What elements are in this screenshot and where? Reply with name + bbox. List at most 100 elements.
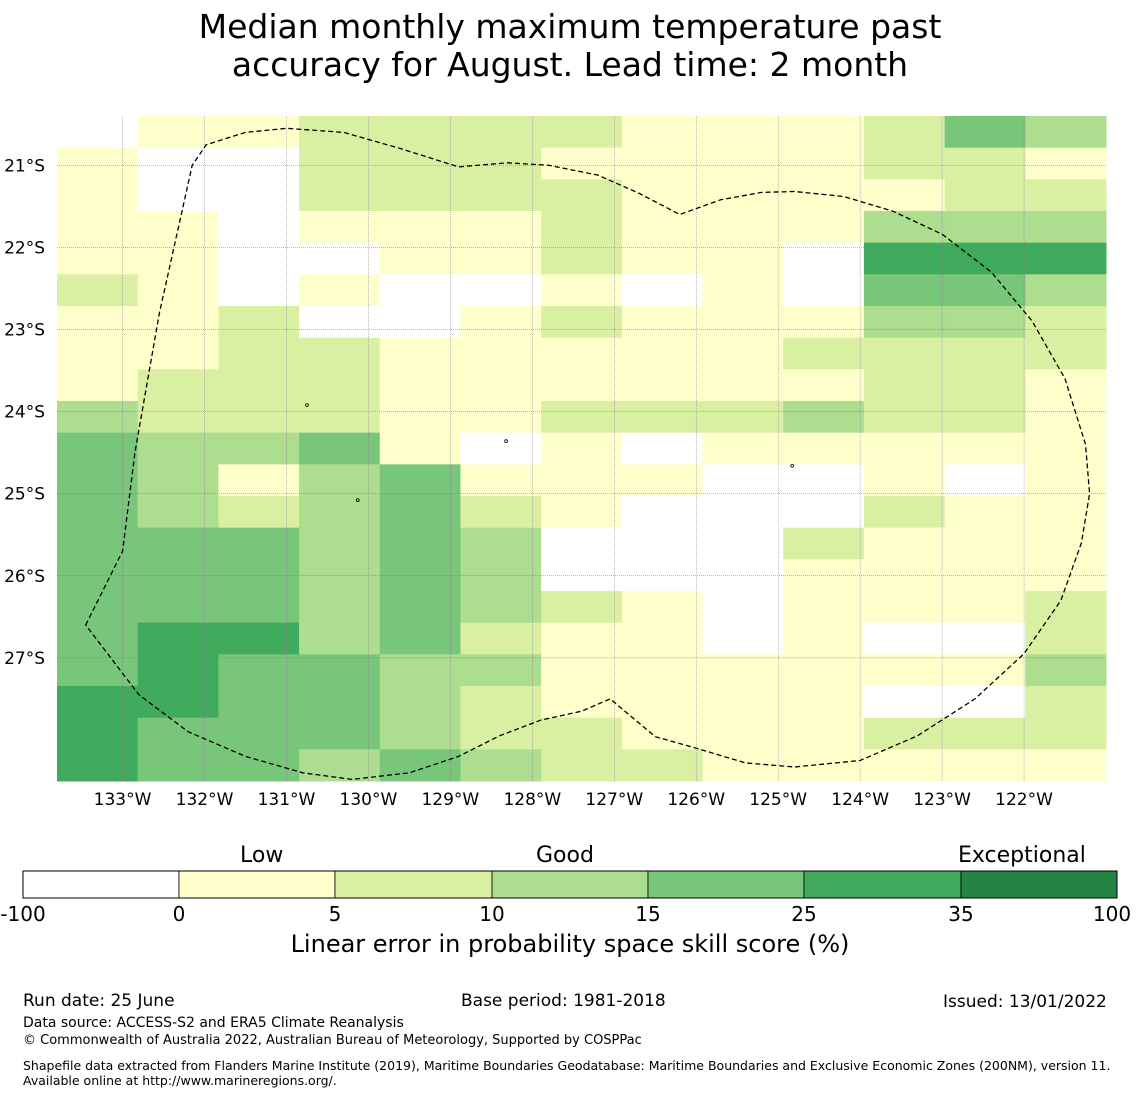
skill-cell [621,147,704,180]
skill-cell [944,749,1026,782]
lon-tick-label: 127°W [585,790,643,810]
lat-tick-label: 21°S [4,156,45,176]
skill-cell [621,242,704,275]
skill-cell [460,116,542,149]
skill-cell [783,274,865,307]
skill-cell [783,464,865,497]
skill-cell [379,211,461,244]
skill-cell [137,717,219,750]
skill-cell [541,179,623,212]
skill-cell [863,464,946,497]
skill-cell [218,274,300,307]
skill-cell [137,749,219,782]
skill-cell [1025,464,1107,497]
skill-cell [460,401,542,434]
skill-cell [1025,242,1107,275]
skill-cell [863,211,946,244]
skill-cell [57,686,139,719]
skill-cell [702,559,784,592]
colorbar-tick: 100 [1092,902,1132,926]
copyright-notice: © Commonwealth of Australia 2022, Austra… [23,1033,642,1048]
skill-cell [299,306,381,339]
skill-cell [299,654,381,687]
skill-cell [1025,622,1107,655]
colorbar-tick: 35 [948,902,974,926]
skill-cell [1025,496,1107,529]
skill-cell [460,274,542,307]
lon-tick-label: 128°W [503,790,561,810]
skill-cell [702,654,784,687]
skill-cell [460,337,542,370]
skill-cell [944,369,1026,402]
skill-cell [299,274,381,307]
skill-cell [863,401,946,434]
skill-cell [218,654,300,687]
skill-cell [460,527,542,560]
lat-tick-label: 27°S [4,649,45,669]
skill-cell [863,116,946,149]
skill-cell [863,369,946,402]
skill-cell [379,622,461,655]
skill-cell [621,686,704,719]
skill-cell [137,147,219,180]
skill-score-map: 133°W 132°W 131°W 130°W 129°W 128°W 127°W 126°W… [4,116,1118,899]
skill-cell [1025,274,1107,307]
skill-cell [863,147,946,180]
skill-cell [137,306,219,339]
skill-cell [379,306,461,339]
skill-cell [57,496,139,529]
skill-cell [299,686,381,719]
skill-cell [702,432,784,465]
skill-cell [299,242,381,275]
skill-cell [541,306,623,339]
skill-cell [863,686,946,719]
skill-cell [1025,147,1107,180]
skill-cell [137,559,219,592]
skill-cell [863,527,946,560]
skill-cell [944,242,1026,275]
skill-cell [460,749,542,782]
skill-cell [702,369,784,402]
skill-cell [702,306,784,339]
skill-cell [702,749,784,782]
skill-cell [621,306,704,339]
skill-cell [621,559,704,592]
island-marker [790,463,794,468]
skill-cell [783,591,865,624]
skill-cell [1025,527,1107,560]
skill-cell [379,527,461,560]
skill-cell [379,654,461,687]
skill-cell [137,369,219,402]
skill-cell [218,369,300,402]
skill-cell [863,432,946,465]
skill-cell [702,211,784,244]
run-date: Run date: 25 June [23,991,175,1011]
colorbar-segment [334,870,493,899]
lon-tick-label: 122°W [995,790,1053,810]
skill-cell [460,306,542,339]
colorbar-tick: 5 [328,902,342,926]
colorbar-segment [960,870,1118,899]
skill-cell [299,591,381,624]
lat-tick-label: 23°S [4,320,45,340]
skill-cell [460,369,542,402]
skill-cell [299,369,381,402]
skill-cell [702,274,784,307]
data-source: Data source: ACCESS-S2 and ERA5 Climate … [23,1015,404,1031]
skill-cell [57,306,139,339]
skill-cell [299,432,381,465]
skill-cell [379,432,461,465]
skill-cell [783,116,865,149]
skill-cell [1025,179,1107,212]
lon-tick-label: 130°W [340,790,398,810]
skill-cell [379,401,461,434]
island-marker [305,403,309,407]
skill-cell [944,306,1026,339]
lon-tick-label: 124°W [831,790,889,810]
skill-cell [57,749,139,782]
skill-cell [944,401,1026,434]
skill-cell [783,622,865,655]
skill-cell [944,432,1026,465]
skill-cell [57,432,139,465]
lon-tick-label: 133°W [94,790,152,810]
